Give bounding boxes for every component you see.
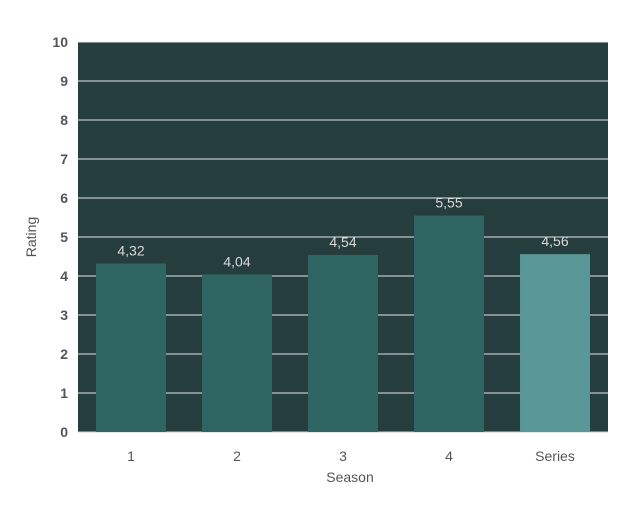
y-tick-label: 10 [52,34,68,50]
bar-4 [414,215,484,432]
bar-3 [308,254,378,432]
y-tick-label: 6 [60,190,68,206]
y-tick-label: 9 [60,73,68,89]
y-tick-label: 2 [60,346,68,362]
x-axis-title: Season [326,469,373,485]
y-tick-label: 5 [60,229,68,245]
y-tick-label: 8 [60,112,68,128]
y-tick-label: 7 [60,151,68,167]
data-label: 4,56 [541,233,568,249]
data-label: 4,54 [329,234,356,250]
x-tick-label: 2 [233,448,241,464]
y-tick-label: 3 [60,307,68,323]
data-labels: 4,32 4,04 4,54 5,55 4,56 [117,195,568,270]
y-tick-label: 0 [60,424,68,440]
bar-series [520,254,590,432]
bar-2 [202,274,272,432]
data-label: 4,04 [223,253,250,269]
x-axis-ticks: 1 2 3 4 Series [127,448,575,464]
x-tick-label: 4 [445,448,453,464]
x-tick-label: Series [535,448,575,464]
x-tick-label: 3 [339,448,347,464]
y-tick-label: 4 [60,268,68,284]
data-label: 5,55 [435,195,462,211]
y-axis-title: Rating [23,217,39,257]
y-axis-ticks: 0 1 2 3 4 5 6 7 8 9 10 [52,34,68,440]
bar-1 [96,263,166,432]
bars [96,215,590,432]
y-tick-label: 1 [60,385,68,401]
x-tick-label: 1 [127,448,135,464]
data-label: 4,32 [117,243,144,259]
